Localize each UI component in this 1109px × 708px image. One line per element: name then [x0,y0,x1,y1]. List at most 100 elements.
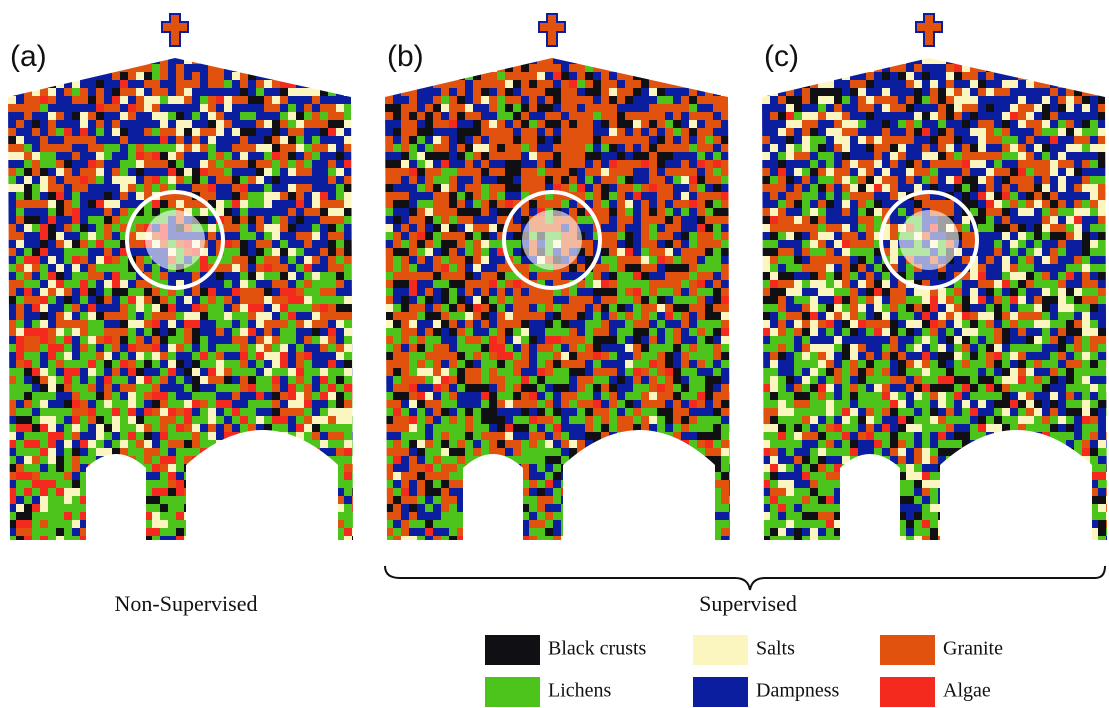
texture-cell [449,464,457,472]
texture-cell [697,128,705,136]
texture-cell [385,280,393,288]
texture-cell [56,344,64,352]
texture-cell [288,64,296,72]
texture-cell [88,112,96,120]
texture-cell [577,88,585,96]
texture-cell [344,424,352,432]
texture-cell [232,272,240,280]
texture-cell [312,112,320,120]
texture-cell [625,248,633,256]
texture-cell [40,536,48,544]
texture-cell [56,272,64,280]
texture-cell [216,328,224,336]
texture-cell [80,384,88,392]
texture-cell [336,392,344,400]
texture-cell [577,312,585,320]
texture-cell [705,80,713,88]
texture-cell [328,312,336,320]
texture-cell [224,376,232,384]
texture-cell [497,192,505,200]
texture-cell [8,144,16,152]
texture-cell [609,344,617,352]
texture-cell [609,264,617,272]
texture-cell [409,368,417,376]
texture-cell [401,248,409,256]
texture-cell [152,408,160,416]
texture-cell [441,336,449,344]
texture-cell [641,160,649,168]
texture-cell [96,152,104,160]
texture-cell [649,128,657,136]
texture-cell [401,328,409,336]
texture-cell [393,424,401,432]
texture-cell [417,104,425,112]
texture-cell [433,184,441,192]
texture-cell [545,312,553,320]
texture-cell [200,440,208,448]
texture-cell [280,240,288,248]
texture-cell [697,400,705,408]
texture-cell [120,144,128,152]
texture-cell [673,376,681,384]
texture-cell [673,392,681,400]
texture-cell [641,192,649,200]
texture-cell [184,112,192,120]
texture-cell [136,248,144,256]
texture-cell [473,408,481,416]
texture-cell [256,360,264,368]
texture-cell [633,192,641,200]
texture-cell [673,200,681,208]
texture-cell [168,304,176,312]
texture-cell [336,328,344,336]
texture-cell [457,408,465,416]
texture-cell [497,88,505,96]
texture-cell [216,80,224,88]
texture-cell [296,200,304,208]
texture-cell [64,336,72,344]
texture-cell [176,200,184,208]
texture-cell [449,64,457,72]
texture-cell [296,336,304,344]
texture-cell [657,96,665,104]
texture-cell [673,408,681,416]
texture-cell [192,128,200,136]
texture-cell [697,192,705,200]
texture-cell [393,360,401,368]
texture-cell [200,288,208,296]
texture-cell [24,192,32,200]
texture-cell [489,56,497,64]
texture-cell [352,424,360,432]
texture-cell [272,304,280,312]
texture-cell [681,344,689,352]
texture-cell [481,64,489,72]
texture-cell [489,280,497,288]
texture-cell [296,248,304,256]
texture-cell [328,296,336,304]
texture-cell [441,264,449,272]
texture-cell [385,144,393,152]
texture-cell [697,200,705,208]
texture-cell [288,192,296,200]
texture-cell [272,320,280,328]
texture-cell [497,112,505,120]
texture-cell [216,192,224,200]
texture-cell [457,184,465,192]
texture-cell [721,312,729,320]
texture-cell [641,128,649,136]
texture-cell [160,536,168,544]
texture-cell [144,448,152,456]
texture-cell [713,352,721,360]
texture-cell [136,88,144,96]
texture-cell [328,200,336,208]
texture-cell [457,432,465,440]
texture-cell [633,240,641,248]
texture-cell [208,352,216,360]
texture-cell [641,336,649,344]
texture-cell [352,248,360,256]
texture-cell [208,256,216,264]
texture-cell [577,64,585,72]
texture-cell [40,200,48,208]
texture-cell [216,128,224,136]
texture-cell [304,288,312,296]
texture-cell [473,144,481,152]
